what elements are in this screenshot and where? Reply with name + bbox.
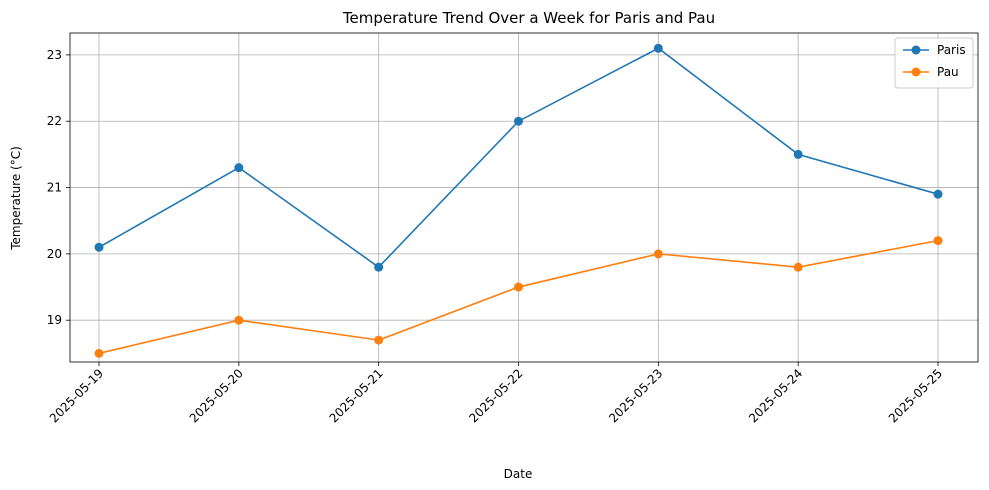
series-layer — [94, 43, 943, 358]
legend-marker — [911, 67, 921, 77]
data-point-paris — [514, 116, 523, 126]
data-point-paris — [94, 242, 104, 252]
data-point-paris — [653, 43, 663, 53]
series-paris — [94, 43, 943, 272]
grid — [70, 33, 978, 362]
x-axis-label: Date — [504, 467, 533, 481]
chart-title: Temperature Trend Over a Week for Paris … — [342, 9, 715, 27]
data-point-pau — [234, 315, 244, 325]
data-point-paris — [933, 189, 943, 199]
plot-frame — [69, 32, 979, 363]
data-point-pau — [933, 236, 943, 246]
data-point-pau — [653, 249, 663, 259]
y-tick-label: 23 — [47, 48, 62, 62]
y-tick-label: 19 — [47, 313, 62, 327]
data-point-pau — [514, 282, 523, 292]
y-axis-label: Temperature (°C) — [9, 146, 23, 251]
y-tick-label: 22 — [47, 114, 62, 128]
legend-label: Pau — [937, 65, 959, 79]
data-point-pau — [374, 335, 384, 345]
y-tick-label: 21 — [47, 181, 62, 195]
y-axis: 19 20 21 22 23 — [47, 48, 70, 327]
data-point-pau — [793, 262, 803, 272]
legend-label: Paris — [937, 43, 966, 57]
data-point-paris — [793, 149, 803, 159]
data-point-paris — [234, 163, 244, 173]
legend-item-pau: Pau — [903, 65, 959, 79]
data-point-paris — [374, 262, 384, 272]
data-point-pau — [94, 348, 104, 358]
y-tick-label: 20 — [47, 247, 62, 261]
legend-marker — [911, 45, 921, 55]
series-pau — [94, 236, 943, 358]
legend: Paris Pau — [894, 37, 974, 89]
legend-item-paris: Paris — [903, 43, 966, 57]
